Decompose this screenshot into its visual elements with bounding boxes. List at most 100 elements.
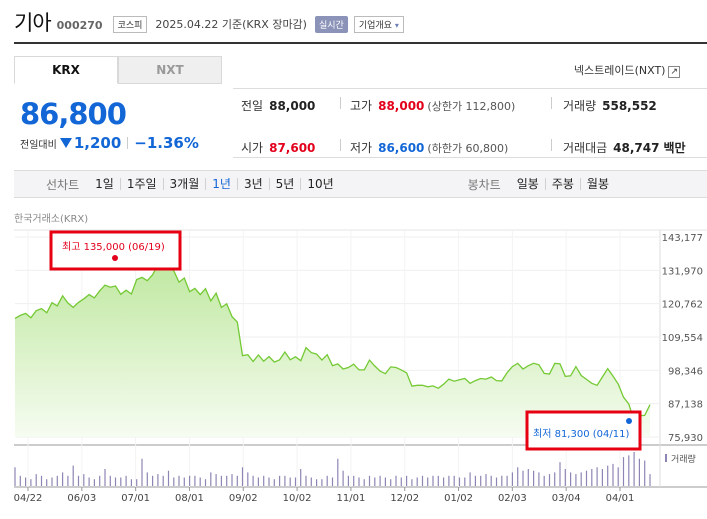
min-point — [626, 418, 632, 424]
candle-monthly[interactable]: 월봉 — [579, 178, 615, 190]
volume-bar — [316, 479, 318, 486]
x-tick-label: 11/01 — [336, 493, 365, 504]
volume-bar — [612, 463, 614, 486]
volume-bar — [564, 469, 566, 486]
volume-bar — [458, 477, 461, 486]
volume-bar — [511, 472, 513, 486]
x-tick-label: 12/02 — [390, 493, 419, 504]
period-1d[interactable]: 1일 — [95, 177, 114, 191]
chart-toolbar: 선차트 1일 1주일 3개월 1년 3년 5년 10년 봉차트 일봉 주봉 월봉 — [14, 170, 707, 198]
volume-bar — [257, 477, 259, 486]
x-tick-label: 03/04 — [552, 493, 581, 504]
period-1y[interactable]: 1년 — [205, 178, 237, 190]
volume-bar — [358, 477, 360, 486]
min-highlight-box — [525, 410, 642, 451]
stat-value: 86,600 — [378, 140, 425, 155]
volume-bar — [220, 475, 222, 486]
volume-bar — [67, 475, 69, 486]
volume-bar — [331, 477, 334, 486]
candle-daily[interactable]: 일봉 — [516, 177, 539, 191]
volume-bar — [247, 472, 249, 486]
chart-source: 한국거래소(KRX) — [14, 214, 89, 225]
max-highlight-box — [49, 230, 182, 271]
volume-bar — [51, 477, 53, 486]
volume-bar — [40, 475, 43, 486]
volume-bar — [93, 479, 95, 486]
x-tick-label: 01/02 — [444, 493, 473, 504]
stat-low: 저가 86,600 (하한가 60,800) — [350, 139, 508, 156]
nxt-link[interactable]: 넥스트레이드(NXT) ↗ — [574, 62, 680, 78]
price-line — [14, 260, 651, 423]
volume-legend-label: 거래량 — [671, 453, 696, 465]
volume-bar — [596, 467, 598, 486]
realtime-button[interactable]: 실시간 — [314, 15, 348, 33]
volume-bar — [607, 465, 609, 486]
period-3m[interactable]: 3개월 — [162, 178, 206, 190]
volume-bar — [25, 477, 27, 486]
volume-bar — [72, 465, 74, 486]
volume-bar — [427, 477, 429, 486]
x-tick-label: 04/01 — [606, 493, 635, 504]
price-change-row: 전일대비 1,200 −1.36% — [20, 134, 199, 152]
chart-axes: 143,177 131,970 120,762 109,554 98,346 87,138… — [14, 233, 703, 504]
volume-bar — [263, 475, 265, 486]
y-tick-label: 120,762 — [662, 300, 703, 311]
volume-bar — [554, 472, 556, 486]
volume-legend-swatch — [665, 454, 667, 462]
volume-bar — [268, 477, 270, 486]
volume-bar — [363, 479, 365, 486]
volume-bar — [533, 470, 535, 486]
volume-bar — [638, 458, 640, 486]
volume-bar — [485, 474, 487, 486]
period-3y[interactable]: 3년 — [236, 178, 269, 190]
volume-bar — [289, 477, 291, 486]
stat-high: 고가 88,000 (상한가 112,800) — [350, 97, 515, 114]
volume-bar — [226, 475, 228, 486]
divider — [127, 137, 129, 149]
price-change: 1,200 — [73, 134, 122, 152]
y-tick-label: 143,177 — [662, 233, 703, 244]
volume-bar — [490, 475, 492, 486]
volume-bar — [215, 474, 217, 486]
volume-bar — [527, 469, 529, 486]
volume-bar — [279, 475, 281, 486]
volume-bar — [421, 475, 424, 486]
volume-bar — [416, 477, 418, 486]
stat-volume: 거래량 558,552 — [563, 97, 657, 114]
stat-unit: 백만 — [663, 141, 686, 155]
x-tick-label: 06/03 — [67, 493, 96, 504]
price-area-fill — [15, 261, 650, 437]
period-5y[interactable]: 5년 — [268, 178, 301, 190]
stat-label: 전일 — [241, 99, 264, 113]
divider — [340, 139, 341, 151]
volume-bar — [326, 475, 328, 486]
candle-chart-label: 봉차트 — [467, 177, 501, 192]
volume-bar — [559, 462, 561, 486]
candle-weekly[interactable]: 주봉 — [544, 178, 580, 190]
period-1w[interactable]: 1주일 — [119, 178, 163, 190]
volume-bar — [130, 479, 132, 486]
volume-bar — [305, 475, 307, 486]
tab-nxt[interactable]: NXT — [118, 56, 222, 84]
company-info-button[interactable]: 기업개요 ▾ — [353, 15, 404, 33]
volume-bar — [19, 475, 21, 486]
volume-bar — [136, 479, 138, 486]
volume-bar — [273, 479, 275, 486]
stat-amount: 거래대금 48,747 백만 — [563, 139, 686, 156]
volume-bar — [62, 472, 64, 486]
price-area — [14, 260, 651, 437]
volume-bar — [178, 475, 180, 486]
current-price: 86,800 — [20, 97, 127, 131]
volume-bar — [374, 477, 376, 486]
tab-krx[interactable]: KRX — [14, 56, 118, 84]
stat-label: 저가 — [350, 141, 373, 155]
volume-bar — [411, 479, 413, 486]
period-10y[interactable]: 10년 — [300, 178, 339, 190]
stat-label: 거래량 — [563, 99, 597, 113]
volume-bar — [157, 474, 159, 486]
y-tick-label: 75,930 — [668, 433, 703, 444]
stock-header: 기아 000270 코스피 2025.04.22 기준(KRX 장마감) 실시간… — [14, 8, 404, 36]
volume-bar — [88, 477, 90, 486]
volume-bar — [83, 474, 85, 486]
